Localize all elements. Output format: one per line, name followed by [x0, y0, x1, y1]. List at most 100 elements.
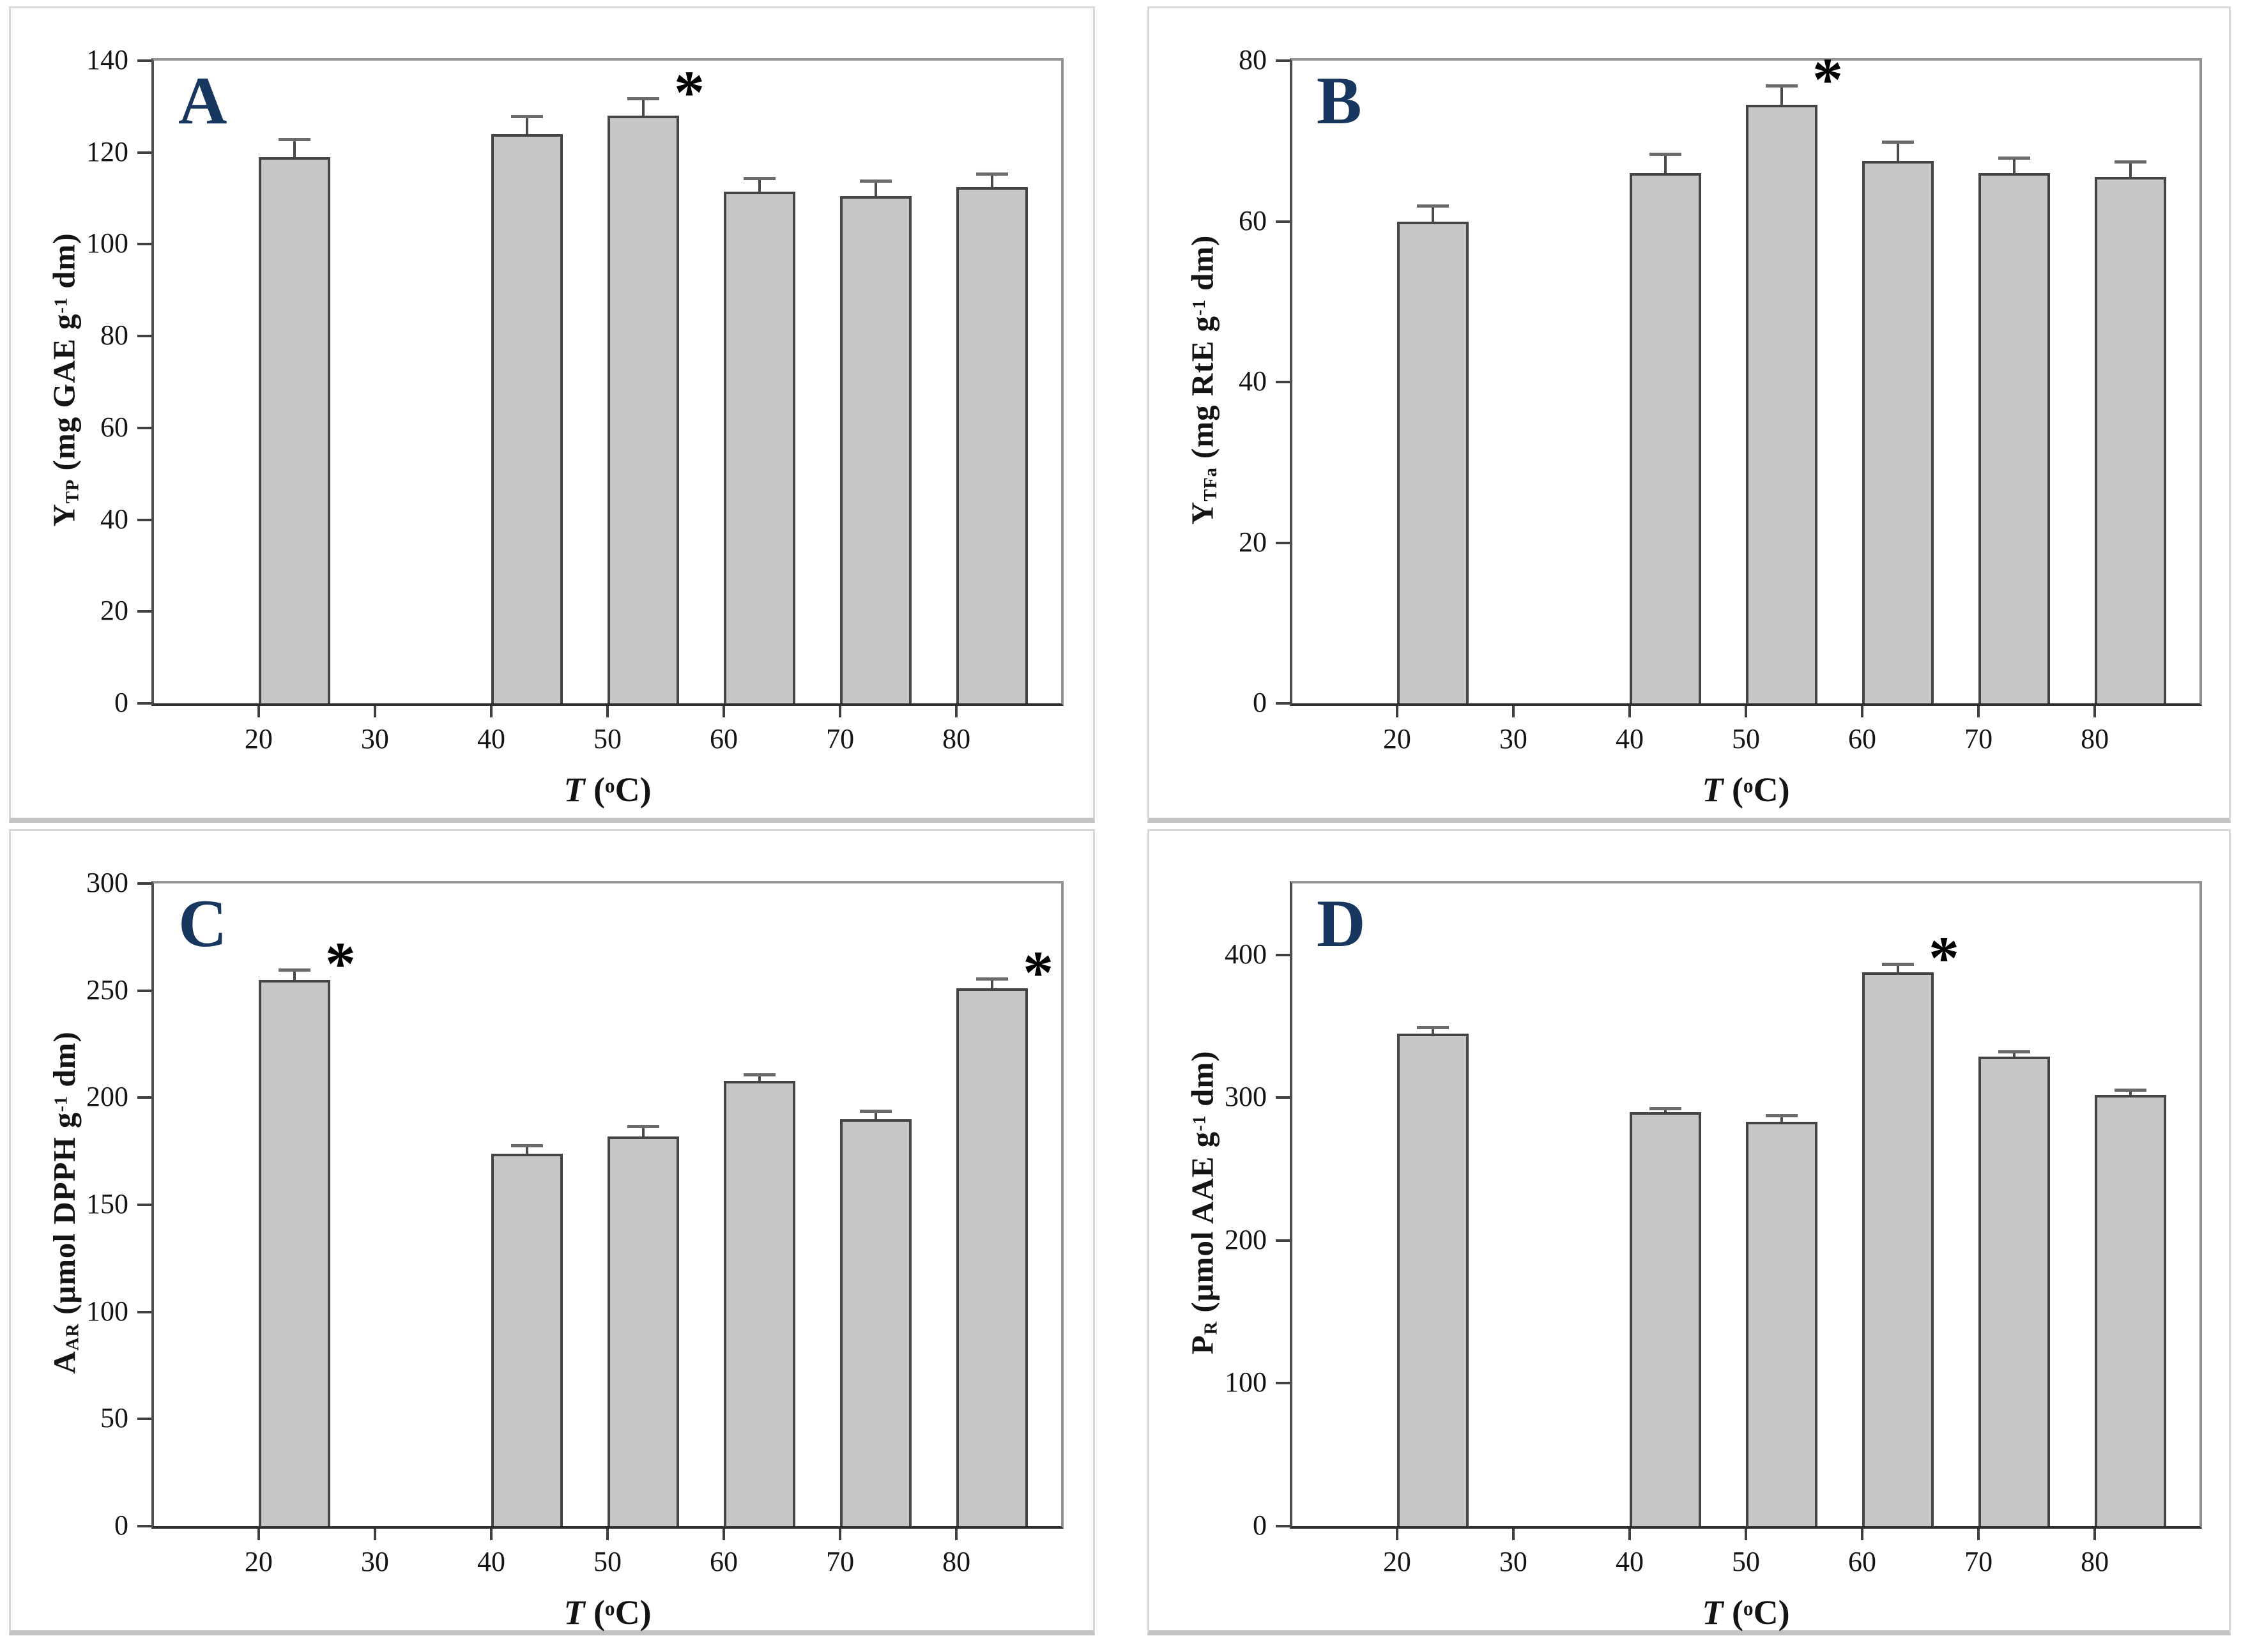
bar: [1862, 161, 1934, 703]
x-tick-mark: [373, 706, 376, 717]
bar: [724, 191, 796, 703]
bar: [1629, 1112, 1701, 1526]
bar: [1746, 1122, 1817, 1526]
y-tick-mark: [1276, 1382, 1290, 1385]
x-tick-mark: [257, 706, 260, 717]
error-bar-cap: [1416, 1025, 1449, 1029]
panel-letter: A: [178, 63, 227, 138]
y-tick-mark: [1276, 1096, 1290, 1099]
plot-area: 0 20 40 60 80 100 120 140 20 30 40 50 * 60 70 80: [86, 46, 1064, 753]
plot-area: 0 100 200 300 400 20 30 40 50 60 * 70 80: [1225, 881, 2202, 1576]
error-bar-line: [2013, 157, 2016, 174]
bar: [1396, 1033, 1469, 1526]
y-tick-mark: [137, 1096, 151, 1099]
bar: [1746, 105, 1817, 703]
error-bar-line: [525, 1145, 528, 1154]
y-tick-mark: [137, 151, 151, 154]
bar: [2095, 1094, 2167, 1526]
x-tick-mark: [2093, 1529, 2097, 1540]
error-bar-cap: [1766, 84, 1798, 88]
x-tick-label: 50: [1732, 723, 1760, 754]
y-axis-label-text: YTFa (mg RtE g-1 dm): [1184, 234, 1221, 524]
x-tick-mark: [2093, 706, 2097, 717]
y-tick-label: 100: [1225, 1366, 1267, 1398]
error-bar-cap: [976, 172, 1009, 176]
error-bar-cap: [2115, 160, 2147, 164]
x-tick-mark: [839, 1529, 842, 1540]
y-tick-label: 0: [1253, 1510, 1267, 1541]
x-tick-label: 30: [360, 723, 389, 754]
error-bar-cap: [744, 1073, 776, 1077]
error-bar-cap: [1998, 156, 2031, 160]
error-bar-cap: [860, 179, 892, 183]
y-axis-label: AAR (μmol DPPH g-1 dm): [13, 881, 116, 1524]
error-bar-cap: [510, 115, 543, 119]
x-tick-label: 30: [1499, 723, 1527, 754]
x-tick-mark: [1511, 1529, 1515, 1540]
error-bar-line: [875, 180, 878, 196]
y-tick-mark: [1276, 1239, 1290, 1242]
x-tick-label: 60: [710, 1546, 738, 1577]
x-tick-label: 70: [826, 723, 855, 754]
x-axis-label: T (oC): [563, 1593, 652, 1632]
error-bar-line: [2013, 1050, 2016, 1057]
error-bar-cap: [510, 1144, 543, 1148]
x-tick-label: 80: [2081, 723, 2109, 754]
y-tick-label: 100: [86, 1295, 128, 1327]
x-tick-label: 20: [1382, 723, 1411, 754]
x-tick-mark: [1395, 1529, 1398, 1540]
y-tick-label: 120: [86, 135, 128, 167]
error-bar-cap: [278, 968, 310, 972]
error-bar-line: [2129, 1089, 2132, 1095]
bar: [1629, 173, 1701, 703]
x-tick-mark: [1861, 706, 1864, 717]
y-tick-mark: [137, 610, 151, 613]
x-tick-label: 50: [1732, 1546, 1760, 1577]
plot-area: 0 50 100 150 200 250 300 20 * 30 40 50 60 70 80 *: [86, 869, 1064, 1576]
panel-B: 0 20 40 60 80 20 30 40 50 * 60 70 80 B YTFa (mg RtE …: [1147, 6, 2231, 823]
x-tick-label: 50: [593, 723, 622, 754]
y-tick-mark: [1276, 220, 1290, 223]
panel-D: 0 100 200 300 400 20 30 40 50 60 * 70 80 D PR (μmol …: [1147, 829, 2231, 1635]
panel-letter: C: [178, 886, 227, 961]
y-tick-label: 20: [1239, 526, 1267, 558]
y-tick-label: 200: [1225, 1223, 1267, 1255]
x-tick-mark: [1977, 706, 1980, 717]
error-bar-line: [991, 977, 994, 989]
panel-A: 0 20 40 60 80 100 120 140 20 30 40 50 * 60 70 80 A YTP …: [9, 6, 1095, 823]
x-tick-mark: [606, 1529, 609, 1540]
bar: [258, 157, 330, 703]
y-tick-mark: [137, 1525, 151, 1527]
x-tick-label: 80: [942, 723, 971, 754]
bar: [2095, 177, 2167, 703]
bar: [258, 979, 330, 1526]
x-tick-mark: [839, 706, 842, 717]
error-bar-cap: [1882, 140, 1915, 144]
error-bar-line: [2129, 161, 2132, 178]
y-tick-label: 20: [100, 595, 128, 627]
error-bar-line: [1897, 963, 1900, 972]
bar: [491, 1153, 563, 1526]
x-tick-label: 80: [2081, 1546, 2109, 1577]
error-bar-line: [875, 1110, 878, 1119]
bar: [1978, 1056, 2051, 1526]
y-tick-mark: [137, 518, 151, 521]
x-tick-label: 70: [826, 1546, 855, 1577]
y-tick-mark: [1276, 1525, 1290, 1527]
y-tick-mark: [137, 426, 151, 429]
x-tick-mark: [489, 1529, 493, 1540]
x-tick-label: 40: [1615, 1546, 1644, 1577]
x-tick-label: 60: [710, 723, 738, 754]
y-tick-mark: [1276, 541, 1290, 544]
y-tick-mark: [137, 59, 151, 62]
error-bar-line: [1664, 153, 1667, 174]
y-tick-label: 150: [86, 1188, 128, 1220]
y-tick-label: 100: [86, 227, 128, 259]
y-tick-mark: [1276, 702, 1290, 705]
x-tick-label: 70: [1964, 723, 1993, 754]
x-tick-mark: [1745, 706, 1747, 717]
y-tick-label: 60: [100, 411, 128, 443]
significance-asterisk: *: [325, 929, 356, 998]
bar: [840, 195, 912, 703]
x-tick-mark: [257, 1529, 260, 1540]
